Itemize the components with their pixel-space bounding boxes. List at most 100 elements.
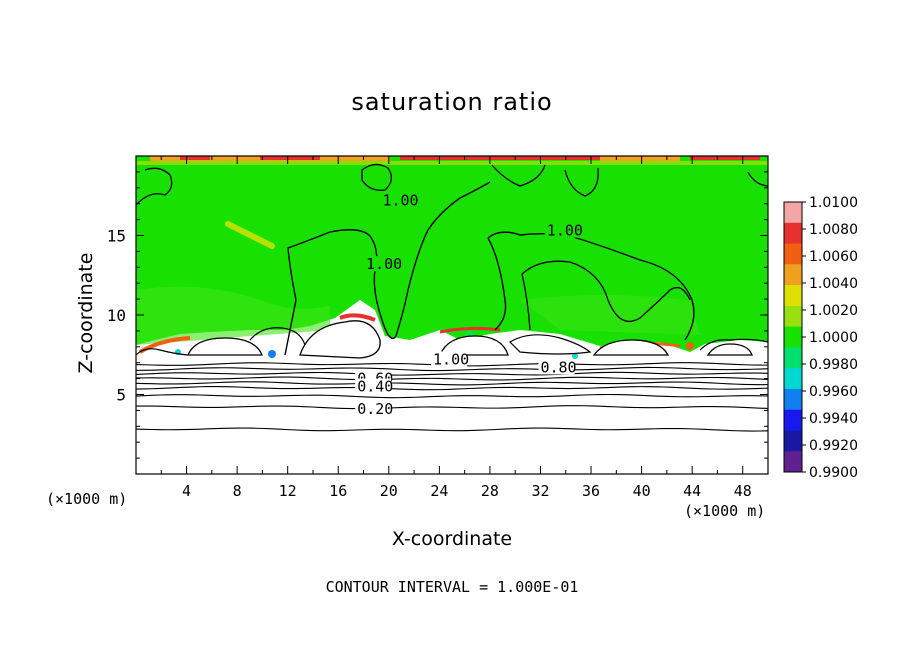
contour-label: 1.00 [366, 255, 402, 273]
x-tick-label: 40 [633, 482, 651, 500]
field-patch [136, 286, 330, 345]
y-axis-ticks: 5 10 15 [107, 171, 768, 459]
colorbar: 1.0100 1.0080 1.0060 1.0040 1.0020 1.0000 0.99… [783, 195, 858, 481]
dry-bubble [187, 337, 263, 356]
x-tick-label: 12 [279, 482, 297, 500]
contour-labels: 1.001.001.001.000.800.600.400.20 [355, 192, 583, 418]
top-boundary-band [400, 156, 660, 160]
contour-line [491, 164, 546, 187]
colorbar-label: 1.0060 [809, 249, 858, 265]
colorbar-swatch [784, 347, 802, 369]
colorbar-swatch [784, 388, 802, 411]
dry-bubble [706, 343, 753, 356]
contour-label: 0.40 [357, 378, 393, 396]
boundary-spot [268, 350, 276, 358]
contour-line [699, 338, 768, 351]
contour-label-bg [364, 256, 401, 272]
contour-line [487, 231, 695, 341]
colorbar-swatch [784, 285, 802, 307]
dry-bubble [592, 339, 670, 356]
colorbar-swatch [784, 451, 802, 473]
contour-line [361, 163, 392, 191]
y-tick-label: 10 [107, 306, 126, 325]
dry-layer-contours [136, 362, 768, 432]
dry-contour-line [136, 386, 768, 391]
contour-label-bg [355, 400, 392, 416]
dry-contour-line [136, 376, 768, 381]
x-tick-label: 20 [380, 482, 398, 500]
y-axis-label: Z-coordinate [75, 252, 97, 374]
top-boundary-band [600, 156, 680, 161]
dry-bubble [299, 320, 381, 359]
colorbar-label: 0.9920 [809, 438, 858, 454]
contour-line [249, 327, 306, 346]
x-tick-label: 48 [734, 482, 752, 500]
x-axis-label: X-coordinate [391, 528, 513, 550]
colorbar-swatch [784, 409, 802, 431]
chart-title: saturation ratio [351, 88, 553, 116]
contour-label: 1.00 [547, 222, 583, 240]
contour-line [747, 171, 768, 187]
colorbar-swatch [784, 368, 802, 390]
contour-label-bg [538, 359, 575, 375]
contour-line [284, 181, 491, 356]
x-tick-label: 24 [430, 482, 448, 500]
boundary-rim [339, 313, 376, 322]
x-tick-label: 28 [481, 482, 499, 500]
colorbar-label: 1.0100 [809, 195, 858, 211]
top-boundary-band [180, 156, 210, 160]
contour-label-bg [544, 222, 581, 238]
contour-label: 0.80 [540, 358, 576, 376]
boundary-rim [686, 342, 694, 350]
x-tick-label: 36 [582, 482, 600, 500]
colorbar-label: 0.9960 [809, 384, 858, 400]
contour-line [136, 167, 173, 206]
contour-line [521, 273, 531, 331]
contour-line [136, 348, 189, 356]
colorbar-swatch [784, 222, 802, 245]
dry-bubble [509, 334, 592, 355]
dry-contour-line [136, 381, 768, 386]
dry-bubble [439, 335, 509, 356]
dry-contour-line [136, 371, 768, 376]
dry-contour-line [136, 393, 768, 399]
colorbar-label: 0.9900 [809, 465, 858, 481]
x-tick-label: 4 [182, 482, 191, 500]
colorbar-swatch [784, 243, 802, 265]
x-axis-unit-right: (×1000 m) [684, 502, 766, 520]
dry-contour-line [136, 366, 768, 372]
colorbar-label: 1.0040 [809, 276, 858, 292]
plot-area [136, 156, 768, 474]
contour-interval-note: CONTOUR INTERVAL = 1.000E-01 [325, 578, 579, 596]
contour-label: 0.20 [357, 400, 393, 418]
colorbar-swatch [784, 264, 802, 286]
top-boundary-band [690, 156, 760, 160]
contour-line [564, 167, 599, 197]
colorbar-label: 1.0080 [809, 222, 858, 238]
top-boundary-band [260, 156, 320, 160]
x-axis-unit-left: (×1000 m) [46, 490, 128, 508]
y-tick-label: 15 [107, 227, 126, 246]
dry-contour-line [136, 427, 768, 432]
y-tick-label: 5 [116, 386, 126, 405]
contour-label: 1.00 [433, 351, 469, 369]
colorbar-label: 0.9980 [809, 357, 858, 373]
boundary-spot [572, 353, 578, 359]
colorbar-swatch [784, 305, 802, 328]
dry-contour-line [136, 405, 768, 410]
contour-label-bg [431, 351, 468, 367]
contour-line [521, 260, 691, 323]
x-tick-label: 8 [233, 482, 242, 500]
x-tick-label: 16 [329, 482, 347, 500]
top-boundary-band [136, 161, 768, 165]
colorbar-swatch [784, 326, 802, 348]
colorbar-swatch [784, 430, 802, 452]
x-tick-label: 32 [531, 482, 549, 500]
colorbar-label: 1.0000 [809, 330, 858, 346]
contour-label-bg [355, 378, 392, 394]
field-streak [225, 221, 275, 249]
contour-line [487, 237, 507, 331]
colorbar-swatch [784, 202, 802, 224]
x-tick-label: 44 [683, 482, 701, 500]
